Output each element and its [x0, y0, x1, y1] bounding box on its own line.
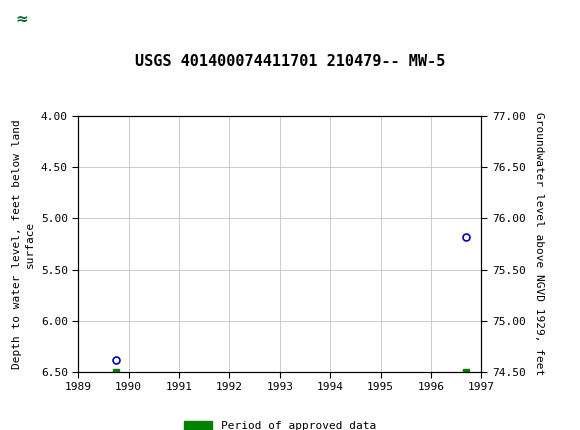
Legend: Period of approved data: Period of approved data: [179, 416, 380, 430]
Text: USGS: USGS: [44, 10, 95, 28]
Bar: [6, 4, 38, 34]
Text: USGS 401400074411701 210479-- MW-5: USGS 401400074411701 210479-- MW-5: [135, 54, 445, 69]
Text: ≈: ≈: [16, 12, 28, 27]
Y-axis label: Depth to water level, feet below land
surface: Depth to water level, feet below land su…: [12, 119, 35, 369]
Y-axis label: Groundwater level above NGVD 1929, feet: Groundwater level above NGVD 1929, feet: [534, 112, 544, 376]
